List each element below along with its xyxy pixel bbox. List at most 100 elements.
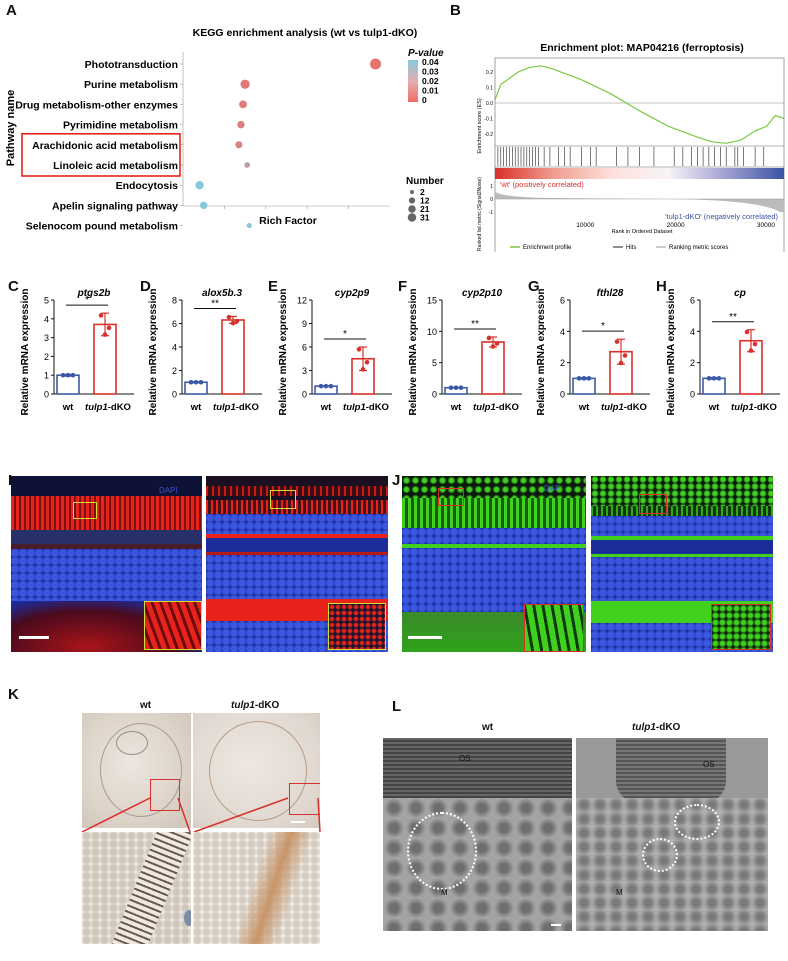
bar-chart-title: cyp2p10: [462, 288, 502, 299]
gsea-es-tick: 0.2: [486, 70, 493, 76]
bar-y-tick-label: 3: [302, 366, 307, 376]
pathway-label: Selenocom pound metabolism: [26, 221, 178, 233]
significance-marker: *: [343, 329, 347, 340]
panel-l-ko-os-label: OS: [703, 760, 715, 769]
bar-chart-alox5b.3: alox5b.3 Relative mRNA expression 0 2 4 6 8 ** w…: [148, 288, 262, 416]
bar-x-label-ko: tulp1-dKO: [213, 402, 259, 413]
bar-y-tick-label: 0: [690, 390, 695, 400]
number-legend-label: 2: [420, 187, 425, 197]
bar-chart-cyp2p10: cyp2p10 Relative mRNA expression 0 5 10 15 ** w…: [408, 288, 522, 416]
data-point: [581, 376, 587, 381]
data-point: [486, 335, 492, 341]
panel-l-wt-os-label: OS: [459, 754, 471, 763]
data-point: [490, 344, 496, 349]
pvalue-tick-label: 0.04: [422, 57, 439, 67]
data-point: [614, 339, 620, 344]
data-point: [706, 376, 712, 381]
data-point: [102, 332, 108, 337]
bar-y-tick-label: 6: [560, 296, 565, 306]
bar-y-tick-label: 8: [172, 296, 177, 306]
panel-label-a: A: [6, 2, 17, 19]
panel-label-d: D: [140, 278, 151, 295]
bar-y-axis-label: Relative mRNA expression: [408, 289, 419, 416]
bar-y-tick-label: 4: [690, 327, 695, 337]
bar-y-tick-label: 0: [44, 390, 49, 400]
gsea-metric-tick: 1: [490, 184, 493, 190]
data-point: [60, 372, 66, 378]
data-point: [622, 353, 628, 358]
bar-y-tick-label: 0: [432, 390, 437, 400]
gsea-es-tick: 0.0: [486, 101, 493, 107]
number-legend-label: 12: [420, 196, 430, 206]
bar-y-tick-label: 6: [690, 296, 695, 306]
data-point: [98, 313, 104, 318]
number-legend-label: 21: [420, 204, 430, 214]
bar-y-axis-label: Relative mRNA expression: [278, 289, 289, 416]
gsea-hit-lines: [497, 147, 765, 166]
pvalue-tick-label: 0.01: [422, 86, 439, 96]
pvalue-tick-label: 0: [422, 95, 427, 105]
bar-chart-ptgs2b: ptgs2b Relative mRNA expression 0 1 2 3 4 5 * wt t…: [20, 288, 134, 415]
panel-label-l: L: [392, 698, 402, 715]
bar-y-axis-label: Relative mRNA expression: [148, 289, 159, 416]
bar-chart-cyp2p9: cyp2p9 Relative mRNA expression 0 3 6 9 12 * wt t…: [278, 288, 392, 416]
number-legend-label: 31: [420, 213, 430, 223]
pathway-label: Purine metabolism: [84, 79, 178, 91]
panel-i-dapi-label: DAPI: [159, 486, 178, 495]
data-point: [318, 383, 324, 389]
panel-k-wt-label: wt: [140, 700, 152, 711]
kegg-bubble: [235, 141, 243, 149]
bar-x-label-ko: tulp1-dKO: [601, 402, 647, 413]
panel-l-ko-label: tulp1-dKO: [632, 722, 681, 733]
number-legend-dot: [410, 190, 414, 194]
bar-y-tick-label: 3: [44, 333, 49, 343]
data-point: [70, 372, 76, 378]
significance-marker: *: [601, 321, 605, 332]
panel-k-ko-label: tulp1-dKO: [231, 700, 280, 711]
data-point: [576, 376, 582, 381]
legend-profile-label: Enrichment profile: [523, 245, 572, 251]
bar-x-label-wt: wt: [708, 402, 720, 413]
gsea-es-tick: -0.2: [484, 132, 493, 138]
bar-x-label-ko: tulp1-dKO: [473, 402, 519, 413]
bar-y-tick-label: 2: [44, 352, 49, 362]
bar-y-tick-label: 4: [560, 327, 565, 337]
scale-bar: [19, 636, 49, 639]
kegg-bubble: [244, 162, 251, 168]
panel-l-ko-m-label: M: [616, 888, 623, 897]
bar-chart-title: cyp2p9: [335, 288, 370, 299]
bar-y-tick-label: 6: [172, 319, 177, 329]
data-point: [360, 367, 366, 372]
bar-chart-title: ptgs2b: [77, 288, 111, 299]
data-point: [711, 376, 717, 381]
kegg-bubble: [369, 58, 382, 70]
bar-y-tick-label: 0: [302, 390, 307, 400]
bar: [481, 341, 505, 395]
bar-y-tick-label: 4: [172, 343, 177, 353]
panel-label-j: J: [392, 472, 401, 489]
number-legend-dot: [408, 205, 416, 213]
gsea-x-tick: 10000: [576, 222, 594, 229]
data-point: [234, 318, 240, 324]
data-point: [106, 325, 112, 331]
data-point: [716, 376, 722, 381]
bar-x-label-wt: wt: [62, 402, 74, 413]
panel-i-wt-image: DAPI: [11, 476, 202, 652]
panel-k-ko-zoom-image: [193, 832, 320, 944]
panel-j-wt-image: DAPI: [402, 476, 586, 652]
gsea-heatmap-bar: [495, 168, 784, 179]
panel-label-g: G: [528, 278, 540, 295]
data-point: [193, 379, 199, 385]
kegg-bubble: [240, 79, 250, 89]
data-point: [230, 320, 236, 326]
panel-label-k: K: [8, 686, 19, 703]
gsea-x-tick: 30000: [757, 222, 775, 229]
bar-y-tick-label: 5: [432, 358, 437, 368]
gsea-metric-tick: -1: [489, 210, 494, 216]
gsea-es-tick: -0.1: [484, 117, 493, 123]
panel-label-f: F: [398, 278, 408, 295]
data-point: [226, 314, 232, 320]
bar-y-tick-label: 2: [690, 358, 695, 368]
pvalue-legend-title: P-value: [408, 48, 444, 59]
bar-chart-title: fthl28: [597, 288, 624, 299]
